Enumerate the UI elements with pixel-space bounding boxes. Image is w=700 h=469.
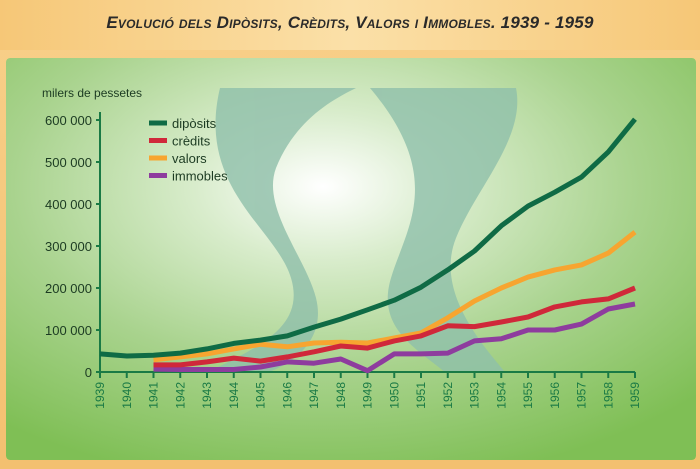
x-tick-label: 1956: [548, 382, 562, 409]
x-tick-label: 1944: [227, 382, 241, 409]
x-tick-label: 1946: [280, 382, 294, 409]
y-tick-label: 100 000: [45, 323, 92, 338]
y-tick-label: 600 000: [45, 113, 92, 128]
x-tick-label: 1942: [173, 382, 187, 409]
legend-label: dipòsits: [172, 116, 217, 131]
y-tick-label: 200 000: [45, 281, 92, 296]
legend: dipòsits crèdits valors immobles: [149, 116, 228, 184]
y-axis-label: milers de pessetes: [42, 86, 142, 100]
series-line-crèdits: [153, 285, 636, 368]
legend-label: immobles: [172, 169, 228, 184]
x-tick-label: 1949: [361, 382, 375, 409]
x-tick-label: 1954: [494, 382, 508, 409]
legend-label: crèdits: [172, 134, 211, 149]
x-tick-label: 1939: [93, 382, 107, 409]
y-tick-label: 400 000: [45, 197, 92, 212]
x-tick-label: 1952: [441, 382, 455, 409]
x-tick-label: 1951: [414, 382, 428, 409]
series-lines: [99, 117, 637, 374]
series-line-dipòsits: [99, 117, 637, 359]
chart-title: Evolució dels Dipòsits, Crèdits, Valors …: [106, 13, 594, 32]
y-tick-label: 500 000: [45, 155, 92, 170]
y-tick-label: 300 000: [45, 239, 92, 254]
x-tick-label: 1943: [200, 382, 214, 409]
x-tick-label: 1957: [575, 382, 589, 409]
title-band: Evolució dels Dipòsits, Crèdits, Valors …: [0, 0, 700, 50]
legend-label: valors: [172, 151, 207, 166]
x-tick-label: 1950: [387, 382, 401, 409]
x-tick-label: 1948: [334, 382, 348, 409]
vase-decoration: [206, 88, 518, 373]
chart-panel: 0 100 000 200 000 300 000 400 000 500 000 600 …: [6, 58, 696, 460]
axes: 0 100 000 200 000 300 000 400 000 500 000 600 …: [45, 112, 642, 409]
x-tick-label: 1941: [147, 382, 161, 409]
x-tick-label: 1955: [521, 382, 535, 409]
series-line-valors: [153, 230, 637, 363]
x-tick-label: 1947: [307, 382, 321, 409]
x-tick-label: 1958: [601, 382, 615, 409]
x-tick-label: 1953: [468, 382, 482, 409]
y-tick-label: 0: [85, 365, 92, 380]
x-tick-label: 1959: [628, 382, 642, 409]
x-tick-label: 1945: [254, 382, 268, 409]
x-tick-label: 1940: [120, 382, 134, 409]
series-line-immobles: [153, 301, 636, 374]
